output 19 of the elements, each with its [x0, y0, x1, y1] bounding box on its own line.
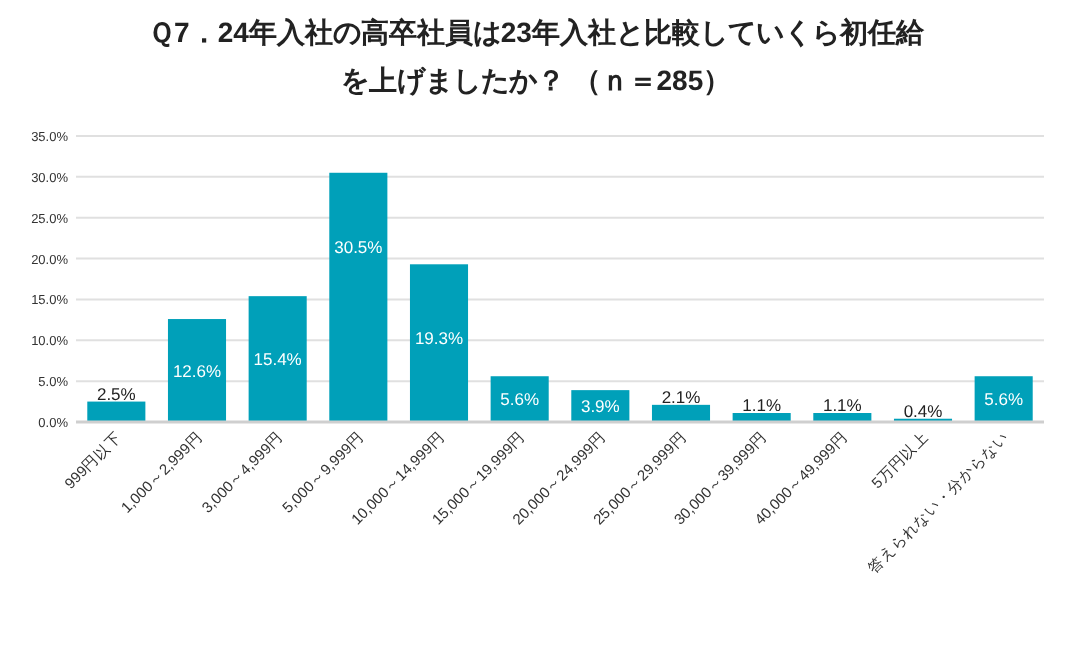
- bar: [651, 404, 711, 422]
- bar: [248, 296, 307, 422]
- data-label: 15.4%: [253, 349, 303, 370]
- data-label: 1.1%: [822, 395, 863, 416]
- chart-title: Ｑ7．24年入社の高卒社員は23年入社と比較していくら初任給を上げましたか？ （ｎ＝285）: [148, 16, 926, 96]
- data-label: 5.6%: [500, 389, 540, 410]
- data-label: 1.1%: [742, 395, 782, 416]
- bar: [409, 264, 469, 422]
- data-label: 2.1%: [661, 386, 702, 407]
- data-label: 12.6%: [172, 360, 222, 381]
- bar: [87, 401, 146, 422]
- data-label: 3.9%: [580, 396, 621, 417]
- data-label: 0.4%: [903, 400, 944, 421]
- bar: [329, 172, 388, 422]
- data-label: 19.3%: [414, 328, 464, 349]
- data-label: 5.6%: [984, 389, 1024, 410]
- data-label: 2.5%: [96, 383, 137, 404]
- data-label: 30.5%: [334, 236, 384, 257]
- bar: [167, 319, 227, 422]
